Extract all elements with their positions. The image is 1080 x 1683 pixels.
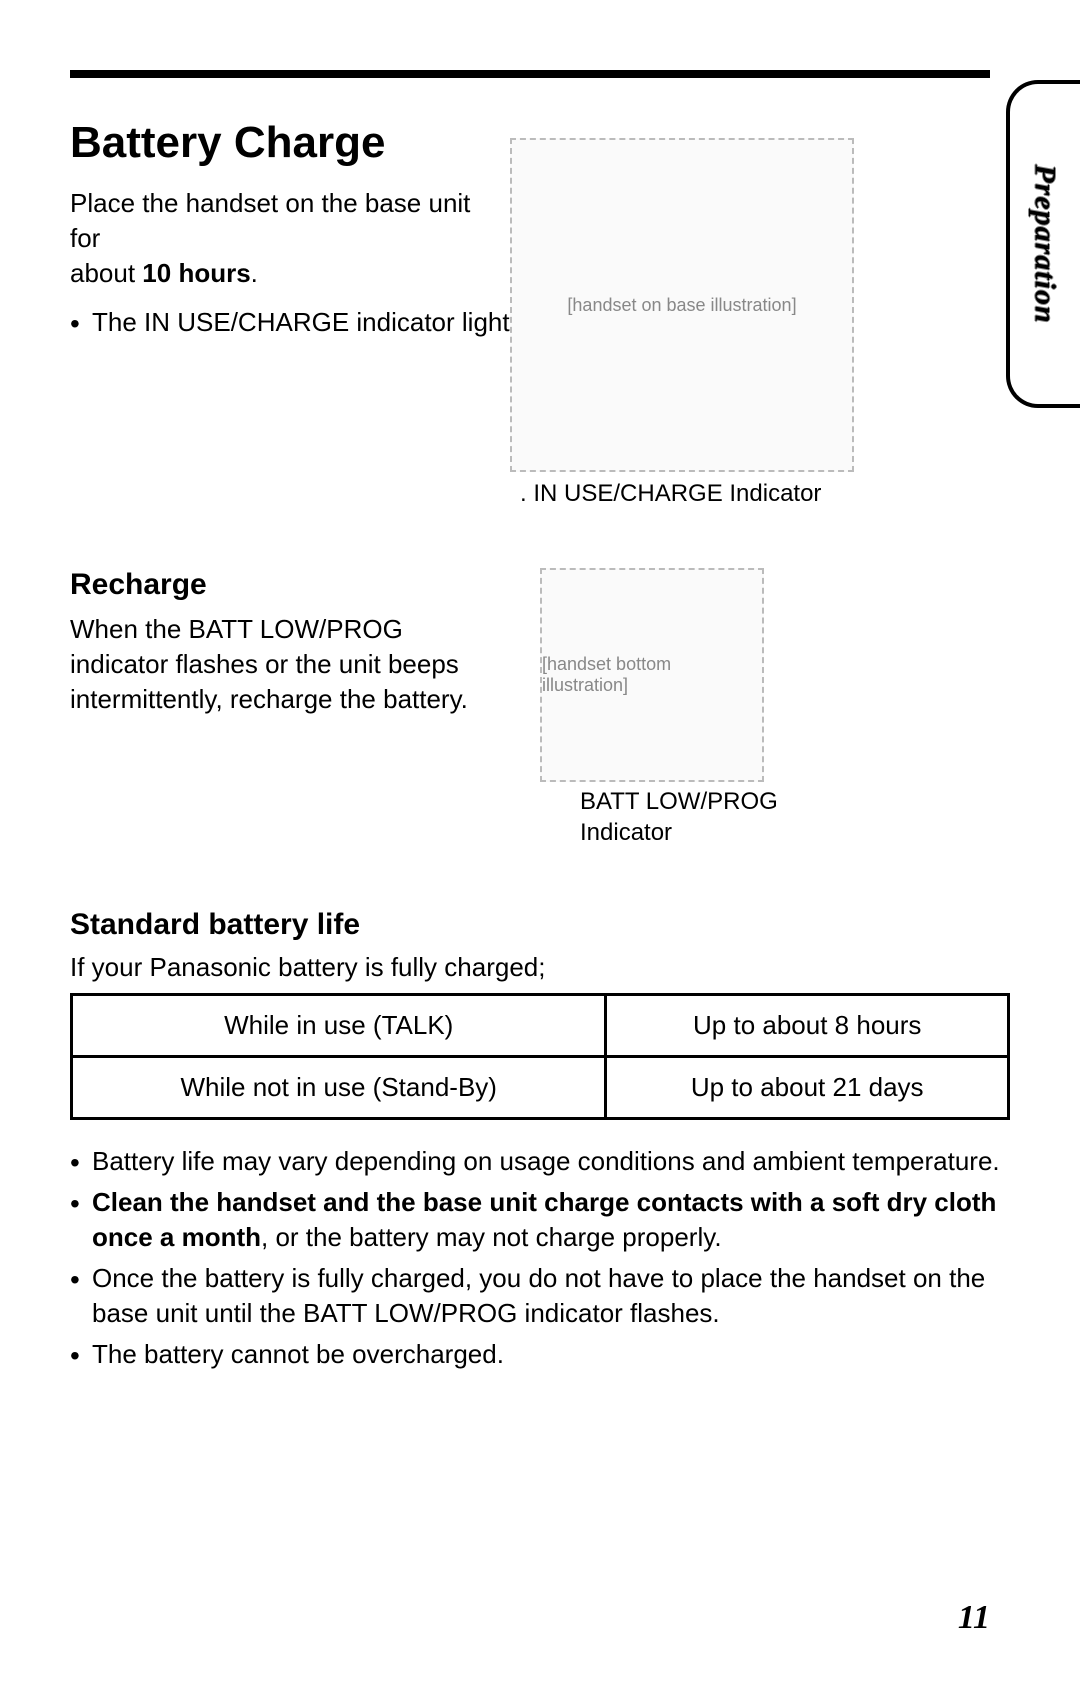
- note-2-rest: , or the battery may not charge properly…: [261, 1222, 722, 1252]
- note-4: The battery cannot be overcharged.: [70, 1337, 1010, 1372]
- note-1: Battery life may vary depending on usage…: [70, 1144, 1010, 1179]
- section-recharge: Recharge When the BATT LOW/PROG indicato…: [70, 568, 1010, 868]
- intro-text: Place the handset on the base unit for a…: [70, 186, 500, 291]
- battery-life-notes: Battery life may vary depending on usage…: [70, 1144, 1010, 1373]
- intro-line2-bold: 10 hours: [142, 258, 250, 288]
- intro-line1: Place the handset on the base unit for: [70, 188, 470, 253]
- battery-life-heading: Standard battery life: [70, 908, 1010, 942]
- battery-life-table: While in use (TALK) Up to about 8 hours …: [70, 993, 1010, 1120]
- intro-line2-prefix: about: [70, 258, 142, 288]
- section-battery-charge: Battery Charge Place the handset on the …: [70, 118, 1010, 528]
- figure-handset-caption-l1: BATT LOW/PROG: [580, 788, 778, 815]
- figure-handset-label: [handset bottom illustration]: [542, 654, 762, 696]
- figure-handset-caption-l2: Indicator: [580, 819, 672, 846]
- note-3: Once the battery is fully charged, you d…: [70, 1261, 1010, 1331]
- figure-handset-caption: BATT LOW/PROG Indicator: [580, 786, 778, 848]
- table-cell: While not in use (Stand-By): [72, 1057, 606, 1119]
- figure-base-caption-text: IN USE/CHARGE Indicator: [533, 480, 821, 507]
- note-2: Clean the handset and the base unit char…: [70, 1185, 1010, 1255]
- manual-page: Preparation Battery Charge Place the han…: [0, 0, 1080, 1683]
- table-cell: Up to about 21 days: [606, 1057, 1009, 1119]
- section-battery-life: Standard battery life If your Panasonic …: [70, 908, 1010, 1373]
- figure-base-unit: [handset on base illustration]: [510, 138, 854, 472]
- figure-handset: [handset bottom illustration]: [540, 568, 764, 782]
- top-rule: [70, 70, 990, 78]
- table-row: While not in use (Stand-By) Up to about …: [72, 1057, 1009, 1119]
- table-cell: Up to about 8 hours: [606, 995, 1009, 1057]
- section-tab: Preparation: [1006, 80, 1080, 408]
- figure-base-unit-label: [handset on base illustration]: [567, 295, 796, 316]
- intro-line2-suffix: .: [251, 258, 258, 288]
- battery-life-lead: If your Panasonic battery is fully charg…: [70, 952, 1010, 983]
- figure-base-caption: . IN USE/CHARGE Indicator: [520, 478, 821, 509]
- recharge-body: When the BATT LOW/PROG indicator flashes…: [70, 612, 500, 717]
- figure-base-caption-prefix: .: [520, 480, 533, 507]
- table-cell: While in use (TALK): [72, 995, 606, 1057]
- section-tab-label: Preparation: [1028, 164, 1062, 323]
- table-row: While in use (TALK) Up to about 8 hours: [72, 995, 1009, 1057]
- page-number: 11: [958, 1599, 990, 1637]
